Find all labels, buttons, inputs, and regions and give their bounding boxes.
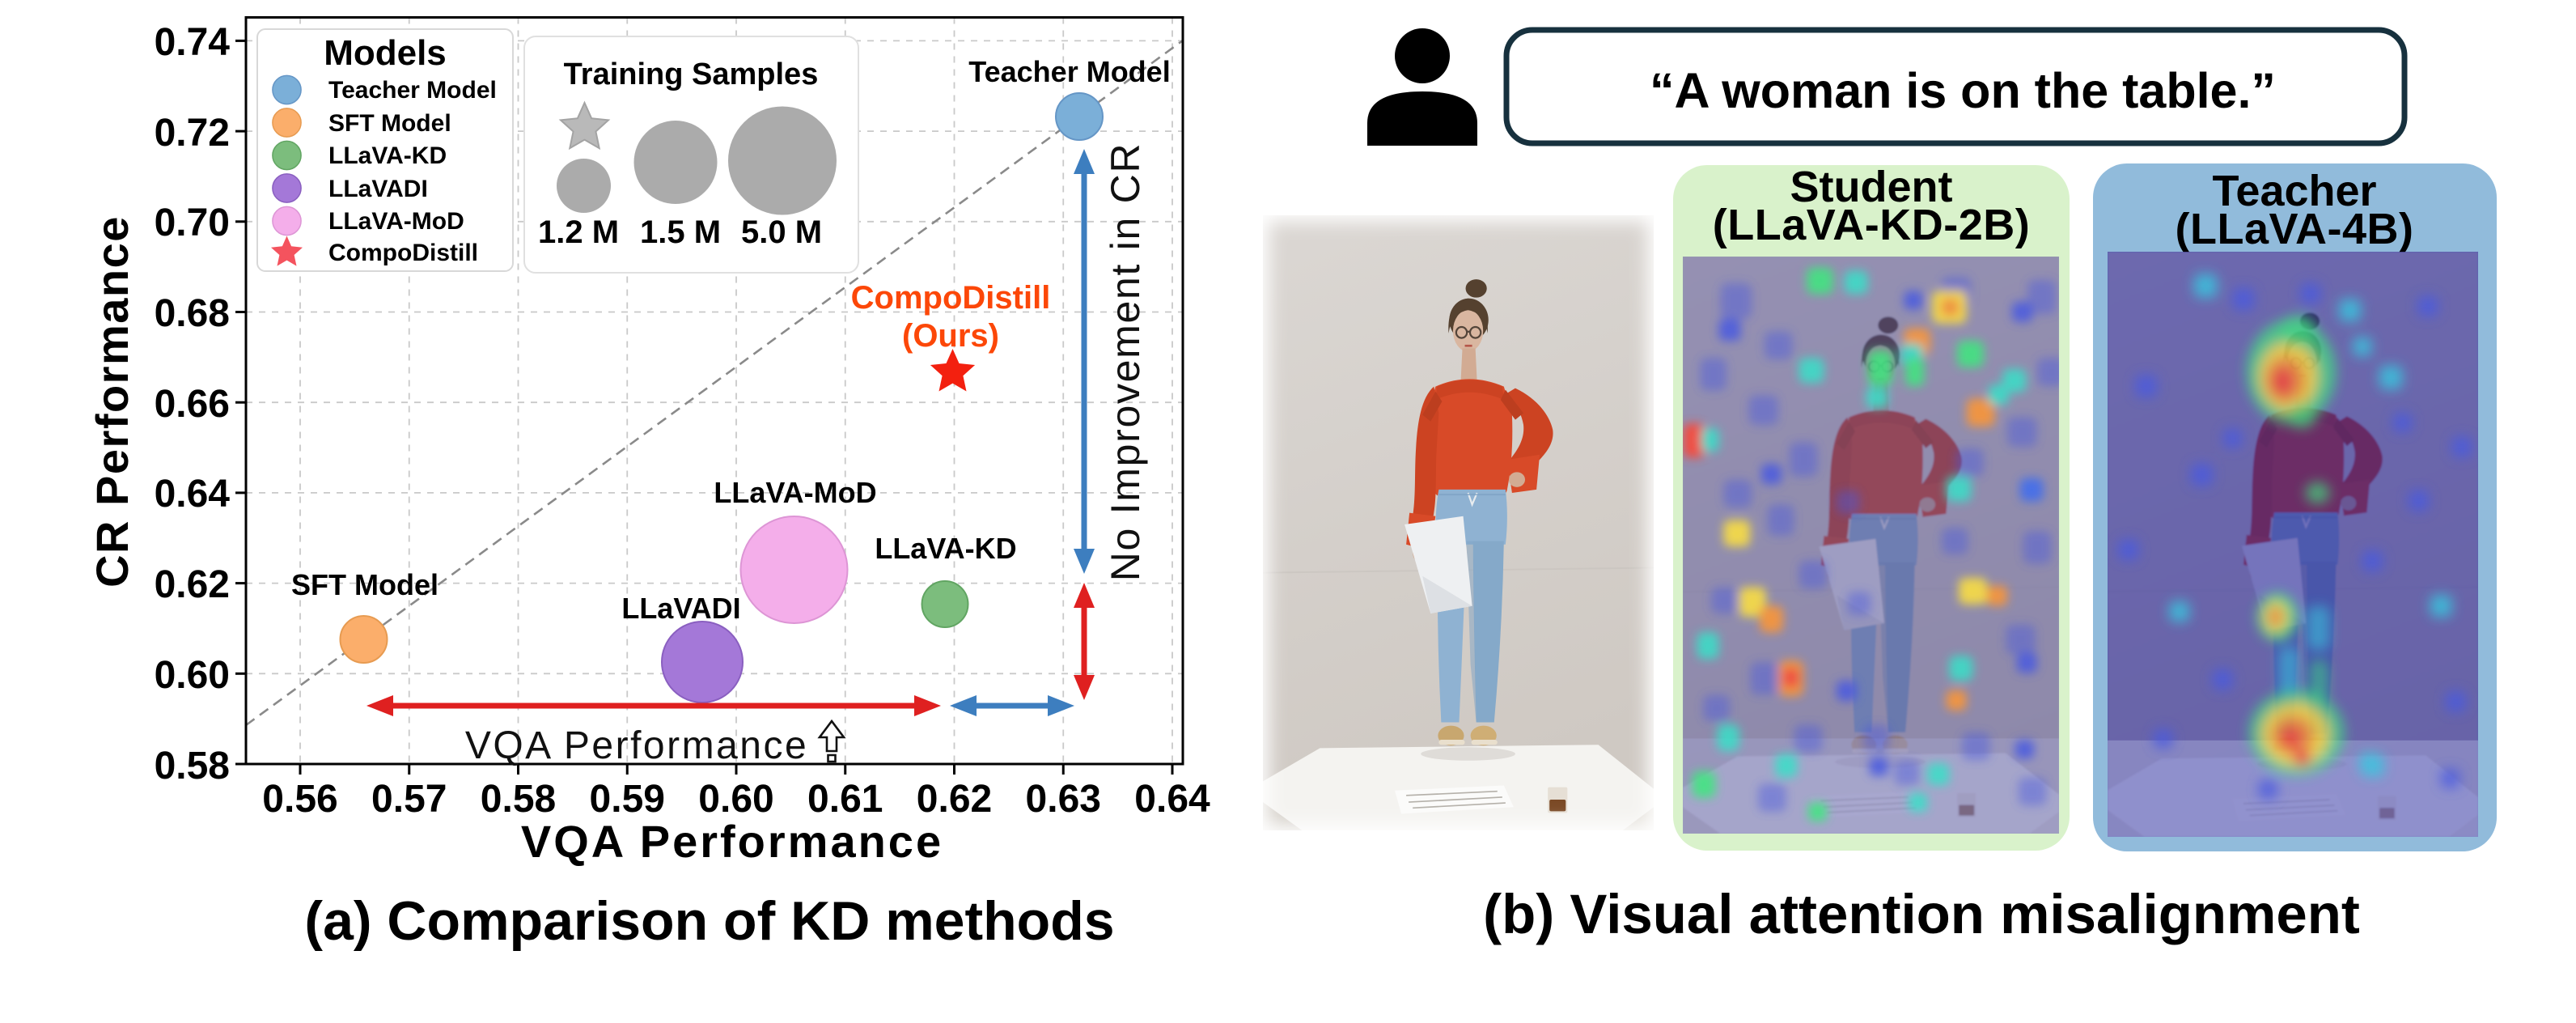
svg-text:LLaVA-MoD: LLaVA-MoD (714, 476, 876, 509)
svg-text:0.56: 0.56 (262, 778, 337, 821)
svg-text:0.57: 0.57 (371, 778, 447, 821)
svg-text:(b) Visual attention misalignm: (b) Visual attention misalignment (1483, 883, 2360, 945)
svg-text:Student: Student (1790, 163, 1953, 211)
svg-text:0.62: 0.62 (917, 778, 992, 821)
svg-text:CompoDistill: CompoDistill (328, 240, 478, 266)
svg-text:0.70: 0.70 (155, 202, 230, 244)
svg-text:(LLaVA-KD-2B): (LLaVA-KD-2B) (1713, 201, 2030, 249)
svg-text:VQA Performance: VQA Performance (465, 724, 808, 767)
svg-text:LLaVADI: LLaVADI (621, 592, 740, 625)
svg-text:Models: Models (324, 33, 447, 73)
svg-text:0.58: 0.58 (481, 778, 556, 821)
svg-text:CompoDistill: CompoDistill (851, 280, 1051, 316)
svg-text:5.0 M: 5.0 M (741, 214, 822, 250)
svg-text:0.60: 0.60 (698, 778, 773, 821)
svg-text:0.64: 0.64 (1134, 778, 1210, 821)
svg-text:0.63: 0.63 (1026, 778, 1101, 821)
svg-text:“A woman is on the table.”: “A woman is on the table.” (1650, 63, 2276, 118)
svg-text:0.61: 0.61 (807, 778, 883, 821)
svg-text:Teacher Model: Teacher Model (968, 55, 1170, 88)
svg-text:1.5 M: 1.5 M (640, 214, 721, 250)
svg-text:0.62: 0.62 (155, 563, 230, 606)
svg-text:CR Performance: CR Performance (87, 215, 138, 588)
svg-text:LLaVA-MoD: LLaVA-MoD (328, 208, 464, 235)
svg-text:(a) Comparison of KD methods: (a) Comparison of KD methods (304, 890, 1114, 952)
svg-text:0.68: 0.68 (155, 292, 230, 335)
svg-text:0.74: 0.74 (155, 21, 231, 64)
svg-text:(Ours): (Ours) (902, 318, 999, 354)
svg-text:LLaVADI: LLaVADI (328, 176, 428, 202)
svg-text:SFT Model: SFT Model (328, 110, 451, 137)
svg-text:0.60: 0.60 (155, 654, 230, 697)
svg-text:(LLaVA-4B): (LLaVA-4B) (2176, 205, 2414, 253)
svg-text:Teacher Model: Teacher Model (328, 77, 497, 104)
svg-text:Teacher: Teacher (2212, 167, 2376, 215)
svg-text:0.58: 0.58 (155, 745, 230, 787)
svg-text:No Improvement in CR: No Improvement in CR (1103, 142, 1148, 582)
svg-text:0.64: 0.64 (155, 473, 231, 516)
svg-text:1.2 M: 1.2 M (538, 214, 619, 250)
svg-text:LLaVA-KD: LLaVA-KD (328, 142, 447, 169)
svg-text:0.59: 0.59 (590, 778, 665, 821)
svg-text:SFT Model: SFT Model (291, 568, 439, 601)
svg-text:Training Samples: Training Samples (564, 57, 819, 91)
svg-text:LLaVA-KD: LLaVA-KD (875, 532, 1016, 565)
svg-text:0.72: 0.72 (155, 112, 230, 155)
svg-text:VQA Performance: VQA Performance (521, 816, 943, 867)
svg-text:0.66: 0.66 (155, 383, 230, 426)
